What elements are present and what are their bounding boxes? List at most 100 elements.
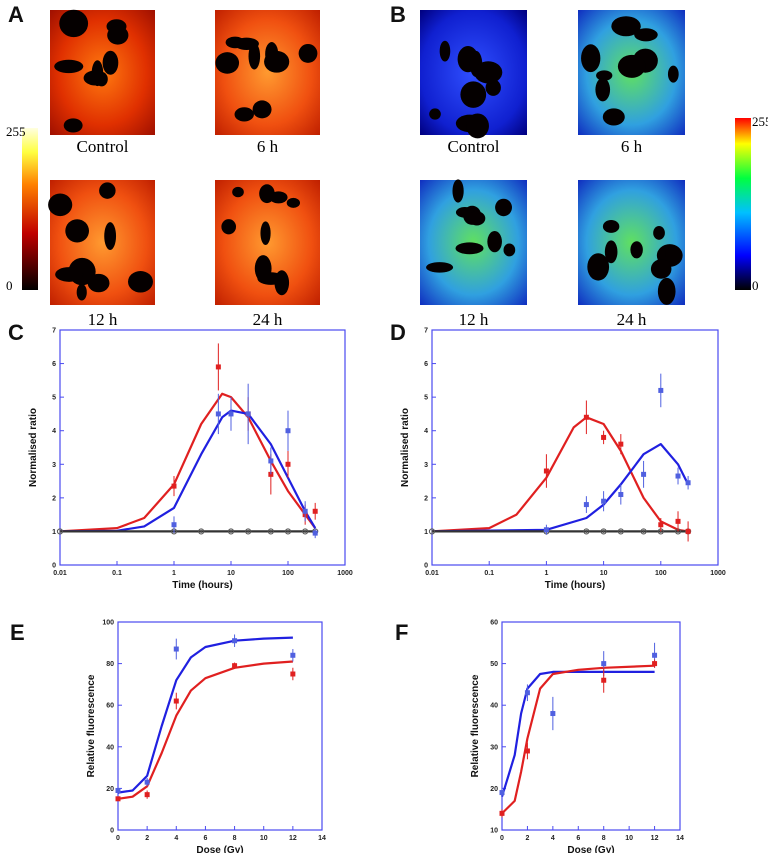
data-point bbox=[618, 492, 624, 497]
x-tick-label: 0.1 bbox=[484, 570, 494, 577]
data-point bbox=[268, 458, 274, 464]
lumen bbox=[487, 230, 502, 253]
lumen bbox=[260, 221, 271, 246]
lumen bbox=[495, 198, 512, 217]
x-tick-label: 2 bbox=[525, 835, 529, 842]
x-tick-label: 4 bbox=[174, 835, 178, 842]
data-point bbox=[215, 411, 221, 417]
y-tick-label: 60 bbox=[106, 703, 114, 710]
colorbar bbox=[22, 128, 38, 290]
panel-label: E bbox=[10, 620, 25, 645]
image-caption: Control bbox=[448, 137, 500, 156]
data-point bbox=[312, 530, 318, 536]
data-point bbox=[524, 748, 530, 754]
data-point bbox=[499, 790, 505, 796]
y-axis-label: Normalised ratio bbox=[400, 408, 411, 487]
data-point bbox=[173, 646, 179, 652]
image-caption: Control bbox=[77, 137, 129, 156]
data-point bbox=[428, 528, 436, 535]
data-point bbox=[641, 471, 647, 477]
data-point bbox=[228, 411, 234, 417]
data-point bbox=[685, 480, 691, 486]
image-caption: 6 h bbox=[621, 137, 643, 156]
data-point bbox=[600, 528, 607, 535]
x-axis-label: Dose (Gy) bbox=[196, 845, 243, 853]
data-point bbox=[245, 528, 252, 535]
data-point bbox=[550, 711, 556, 717]
x-axis-label: Time (hours) bbox=[172, 580, 232, 591]
micrograph bbox=[420, 179, 527, 305]
data-point bbox=[601, 661, 607, 667]
y-tick-label: 20 bbox=[490, 786, 498, 793]
lumen bbox=[429, 108, 441, 120]
x-tick-label: 4 bbox=[551, 835, 555, 842]
colorbar-max: 255 bbox=[752, 114, 768, 129]
data-point bbox=[499, 810, 505, 816]
lumen bbox=[474, 61, 503, 84]
data-point bbox=[617, 528, 624, 535]
micrograph-bg bbox=[420, 180, 527, 305]
y-tick-label: 6 bbox=[424, 361, 428, 368]
fit-curve bbox=[431, 416, 689, 533]
y-tick-label: 0 bbox=[52, 563, 56, 570]
chart: F 10 20 30 40 50 60 0 2 4 6 8 10 12 14 Dose (Gy) Relativ… bbox=[395, 620, 684, 853]
lumen bbox=[466, 113, 489, 139]
x-tick-label: 100 bbox=[282, 570, 294, 577]
y-axis-label: Relative fluorescence bbox=[470, 674, 481, 777]
data-point bbox=[312, 508, 318, 514]
x-tick-label: 8 bbox=[233, 835, 237, 842]
y-tick-label: 7 bbox=[424, 328, 428, 335]
lumen bbox=[634, 28, 658, 42]
y-axis-label: Relative fluorescence bbox=[86, 674, 97, 777]
y-tick-label: 1 bbox=[424, 529, 428, 536]
data-point bbox=[232, 663, 238, 669]
lumen bbox=[468, 211, 486, 226]
lumen bbox=[665, 246, 682, 263]
y-tick-label: 40 bbox=[490, 703, 498, 710]
data-point bbox=[115, 787, 121, 793]
data-point bbox=[171, 522, 177, 528]
lumen bbox=[128, 271, 153, 293]
data-point bbox=[285, 428, 291, 434]
micrograph bbox=[215, 180, 320, 305]
lumen bbox=[215, 52, 240, 74]
lumen bbox=[630, 241, 643, 259]
panel-label: F bbox=[395, 620, 408, 645]
data-point bbox=[543, 468, 549, 474]
micrograph bbox=[50, 9, 155, 135]
y-tick-label: 40 bbox=[106, 744, 114, 751]
data-point bbox=[56, 528, 64, 535]
chart: D 0 1 2 3 4 5 6 7 0.01 0.1 1 10 100 1000 Time (hours) No… bbox=[390, 320, 726, 591]
data-point bbox=[302, 528, 309, 535]
data-point bbox=[601, 434, 607, 440]
y-tick-label: 5 bbox=[424, 395, 428, 402]
image-caption: 24 h bbox=[617, 310, 647, 329]
data-point bbox=[285, 461, 291, 467]
image-caption: 6 h bbox=[257, 137, 279, 156]
data-point bbox=[658, 522, 664, 528]
x-tick-label: 0.01 bbox=[425, 570, 439, 577]
lumen bbox=[65, 219, 90, 243]
y-tick-label: 100 bbox=[102, 620, 114, 627]
x-tick-label: 10 bbox=[600, 570, 608, 577]
data-point bbox=[290, 652, 296, 658]
lumen bbox=[252, 100, 272, 119]
data-point bbox=[284, 528, 292, 535]
x-tick-label: 14 bbox=[676, 835, 684, 842]
fit-curve bbox=[117, 636, 293, 794]
lumen bbox=[596, 70, 613, 81]
y-tick-label: 0 bbox=[110, 828, 114, 835]
micrograph bbox=[578, 180, 685, 305]
colorbar-min: 0 bbox=[752, 278, 759, 293]
y-tick-label: 7 bbox=[52, 328, 56, 335]
data-point bbox=[144, 779, 150, 785]
x-axis-label: Time (hours) bbox=[545, 580, 605, 591]
data-point bbox=[618, 441, 624, 447]
y-tick-label: 3 bbox=[52, 462, 56, 469]
lumen bbox=[611, 16, 641, 37]
fit-curve bbox=[59, 409, 317, 533]
colorbar bbox=[735, 118, 751, 290]
lumen bbox=[254, 255, 272, 282]
data-point bbox=[144, 792, 150, 798]
